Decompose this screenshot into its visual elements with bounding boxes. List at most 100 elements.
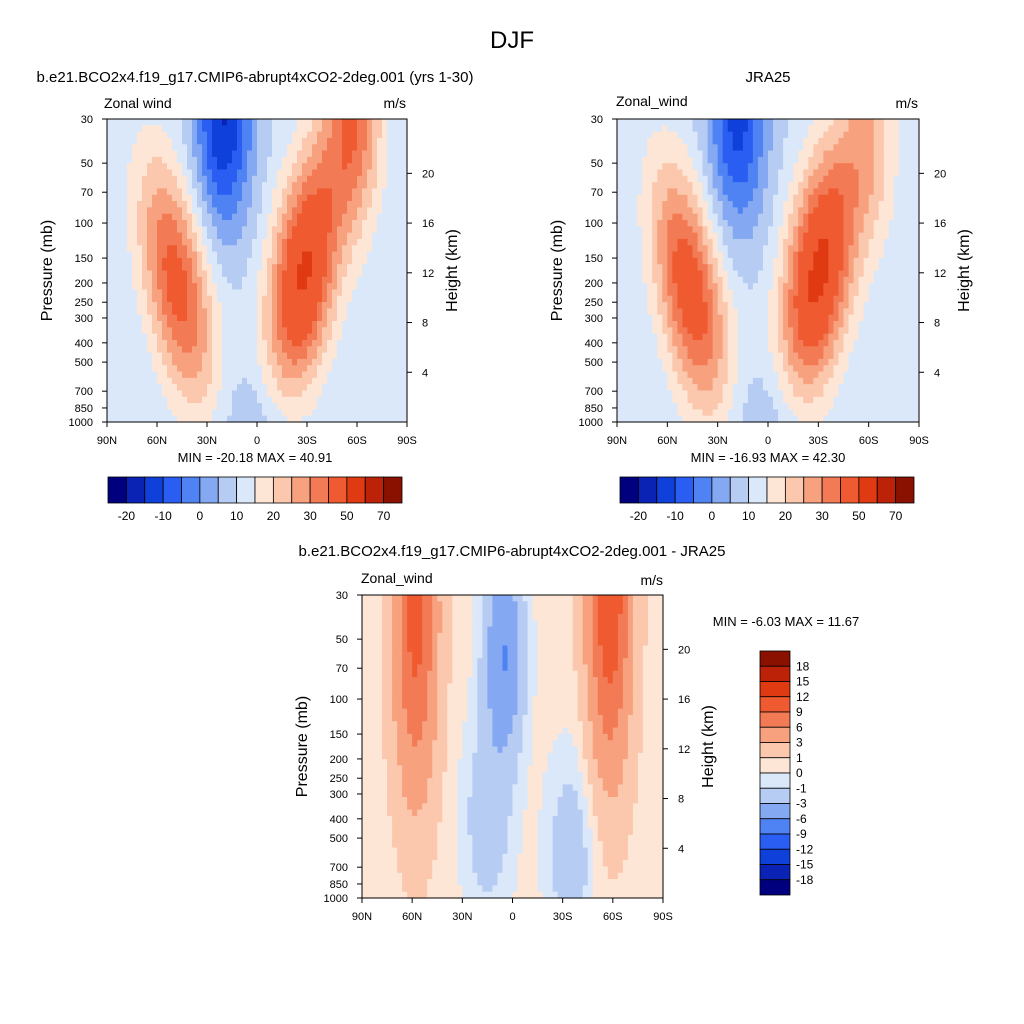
contour-cell <box>803 163 809 171</box>
contour-cell <box>237 245 243 253</box>
contour-cell <box>818 295 824 303</box>
contour-cell <box>818 232 824 240</box>
contour-cell <box>337 119 343 126</box>
contour-cell <box>402 415 408 423</box>
contour-cell <box>307 207 313 215</box>
contour-cell <box>332 220 338 227</box>
contour-cell <box>317 169 323 177</box>
contour-cell <box>372 302 378 309</box>
contour-cell <box>167 188 173 196</box>
contour-cell <box>117 346 123 354</box>
contour-cell <box>803 377 809 385</box>
contour-cell <box>357 415 363 423</box>
contour-cell <box>132 137 138 145</box>
contour-cell <box>747 352 754 360</box>
contour-cell <box>642 415 648 423</box>
contour-cell <box>162 270 168 278</box>
contour-cell <box>622 232 628 240</box>
contour-cell <box>402 220 408 227</box>
contour-cell <box>212 339 218 347</box>
contour-cell <box>282 251 288 259</box>
contour-cell <box>798 365 804 373</box>
contour-cell <box>212 358 218 366</box>
contour-cell <box>637 245 643 253</box>
contour-cell <box>332 245 338 253</box>
contour-cell <box>352 308 358 316</box>
contour-cell <box>187 321 193 328</box>
contour-cell <box>392 125 398 133</box>
contour-cell <box>662 314 668 322</box>
contour-cell <box>677 270 684 278</box>
contour-cell <box>192 182 198 190</box>
contour-cell <box>187 352 193 360</box>
contour-cell <box>362 194 368 202</box>
contour-cell <box>783 352 789 360</box>
contour-cell <box>757 270 764 278</box>
contour-cell <box>357 119 363 126</box>
contour-cell <box>297 144 303 152</box>
contour-cell <box>172 371 178 379</box>
contour-cell <box>737 403 744 410</box>
contour-cell <box>632 207 638 215</box>
contour-cell <box>217 163 223 171</box>
contour-cell <box>757 333 764 341</box>
contour-cell <box>768 144 774 152</box>
contour-cell <box>392 201 398 208</box>
contour-cell <box>187 232 193 240</box>
contour-cell <box>747 415 754 423</box>
contour-cell <box>647 201 653 208</box>
contour-cell <box>747 371 754 379</box>
contour-cell <box>257 409 263 417</box>
contour-cell <box>262 213 268 221</box>
contour-cell <box>397 207 403 215</box>
contour-cell <box>392 264 398 272</box>
contour-cell <box>312 220 318 227</box>
contour-cell <box>367 207 373 215</box>
contour-cell <box>227 264 233 272</box>
contour-cell <box>783 333 789 341</box>
contour-cell <box>682 270 689 278</box>
contour-cell <box>217 314 223 322</box>
contour-cell <box>798 358 804 366</box>
contour-cell <box>742 377 749 385</box>
contour-cell <box>803 327 809 335</box>
contour-cell <box>662 264 668 272</box>
contour-cell <box>262 232 268 240</box>
contour-cell <box>727 182 734 190</box>
contour-cell <box>672 409 678 417</box>
contour-cell <box>617 131 623 139</box>
contour-cell <box>697 137 704 145</box>
contour-cell <box>147 358 153 366</box>
contour-cell <box>823 251 829 259</box>
contour-cell <box>617 238 623 246</box>
contour-cell <box>657 119 663 126</box>
contour-cell <box>157 220 163 227</box>
contour-cell <box>352 125 358 133</box>
contour-cell <box>122 163 128 171</box>
contour-cell <box>317 289 323 297</box>
contour-cell <box>762 308 769 316</box>
contour-cell <box>627 175 633 183</box>
contour-cell <box>672 226 678 234</box>
contour-cell <box>347 403 353 410</box>
contour-cell <box>752 295 759 303</box>
contour-cell <box>272 125 278 133</box>
contour-cell <box>122 207 128 215</box>
contour-cell <box>662 207 668 215</box>
contour-cell <box>137 390 143 398</box>
contour-cell <box>257 302 263 309</box>
contour-cell <box>332 327 338 335</box>
contour-cell <box>677 182 684 190</box>
contour-cell <box>752 156 759 164</box>
contour-cell <box>337 321 343 328</box>
contour-cell <box>272 144 278 152</box>
contour-cell <box>147 270 153 278</box>
contour-cell <box>132 396 138 404</box>
contour-cell <box>372 213 378 221</box>
contour-cell <box>707 377 714 385</box>
contour-cell <box>342 415 348 423</box>
contour-cell <box>737 257 744 265</box>
contour-cell <box>702 339 709 347</box>
contour-cell <box>783 283 789 291</box>
contour-cell <box>818 194 824 202</box>
